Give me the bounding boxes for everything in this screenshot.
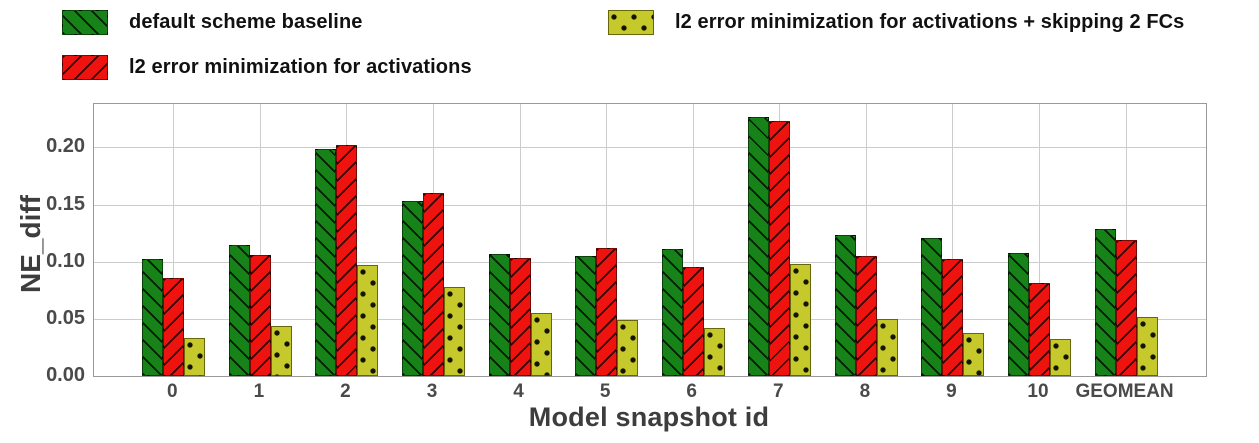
legend-item-baseline: default scheme baseline (62, 9, 363, 35)
bar-series0-4 (488, 253, 510, 376)
x-axis-label: Model snapshot id (528, 402, 770, 432)
x-tick-label-7: 7 (772, 381, 784, 402)
v-gridline (606, 104, 608, 376)
v-gridline (865, 104, 867, 376)
legend-label-l2-skip: l2 error minimization for activations + … (675, 10, 1185, 33)
v-gridline (952, 104, 954, 376)
bar-series0-7 (748, 116, 770, 376)
v-gridline (259, 104, 261, 376)
bar-series1-5 (596, 248, 618, 376)
bar-series0-geomean (1094, 228, 1116, 376)
y-tick-label: 0.00 (46, 364, 85, 386)
bar-series1-2 (336, 145, 358, 376)
y-tick-label: 0.10 (46, 249, 85, 272)
bar-series0-9 (921, 237, 943, 376)
legend-label-l2: l2 error minimization for activations (129, 55, 472, 78)
bar-series1-0 (163, 277, 185, 376)
y-tick-label: 0.15 (46, 192, 85, 215)
bar-series2-0 (184, 338, 206, 376)
bar-series2-5 (617, 320, 639, 376)
x-tick-label-0: 0 (167, 381, 178, 402)
legend-swatch-green-hatch-icon (62, 9, 108, 35)
h-gridline (94, 204, 1206, 206)
legend-swatch-yellow-dots-icon (608, 9, 654, 35)
x-tick-label-2: 2 (340, 381, 351, 402)
x-tick-label-8: 8 (859, 381, 871, 402)
v-gridline (1039, 104, 1040, 376)
y-tick-label: 0.20 (46, 135, 85, 158)
x-tick-label-geomean: GEOMEAN (1075, 381, 1174, 402)
bar-series2-3 (444, 286, 465, 376)
bar-series1-3 (423, 193, 444, 376)
y-tick-label: 0.05 (46, 306, 85, 329)
bar-series0-3 (402, 201, 423, 376)
bar-series1-8 (855, 256, 877, 376)
bar-series2-7 (790, 264, 812, 376)
v-gridline (519, 104, 521, 376)
x-tick-label-1: 1 (253, 381, 265, 402)
bar-series2-8 (876, 318, 898, 376)
plot-area (93, 103, 1207, 377)
x-tick-label-4: 4 (513, 381, 524, 402)
legend-label-baseline: default scheme baseline (129, 10, 363, 33)
bar-series1-9 (942, 259, 964, 376)
bar-series1-geomean (1115, 240, 1137, 376)
bar-series2-2 (357, 265, 379, 376)
legend-swatch-red-hatch-icon (62, 54, 108, 80)
bar-series1-10 (1029, 283, 1050, 376)
bar-series2-10 (1050, 339, 1071, 376)
bar-series0-1 (228, 244, 250, 376)
bar-series0-2 (315, 148, 337, 376)
bar-series0-6 (661, 249, 683, 376)
v-gridline (173, 104, 175, 376)
bar-series2-geomean (1136, 316, 1158, 376)
h-gridline (94, 147, 1206, 149)
x-tick-label-10: 10 (1027, 381, 1049, 402)
bar-series1-6 (682, 267, 704, 376)
bar-series1-7 (769, 121, 791, 376)
x-tick-label-6: 6 (686, 381, 698, 402)
x-tick-label-3: 3 (426, 381, 438, 402)
bar-series2-6 (703, 328, 725, 376)
bar-series0-10 (1008, 252, 1029, 376)
bar-series1-1 (249, 254, 271, 376)
h-gridline (94, 318, 1206, 320)
bar-series2-1 (270, 325, 292, 376)
h-gridline (94, 261, 1206, 263)
legend-item-l2-skip: l2 error minimization for activations + … (608, 9, 1185, 35)
bar-series1-4 (509, 258, 531, 376)
x-tick-label-5: 5 (599, 381, 611, 402)
x-tick-label-9: 9 (946, 381, 957, 402)
v-gridline (692, 104, 694, 376)
legend-item-l2: l2 error minimization for activations (62, 54, 472, 80)
bar-series0-5 (575, 256, 597, 376)
bar-series0-8 (834, 235, 856, 376)
bar-series2-4 (530, 313, 552, 376)
bar-series0-0 (142, 259, 164, 376)
bar-series2-9 (963, 332, 985, 376)
